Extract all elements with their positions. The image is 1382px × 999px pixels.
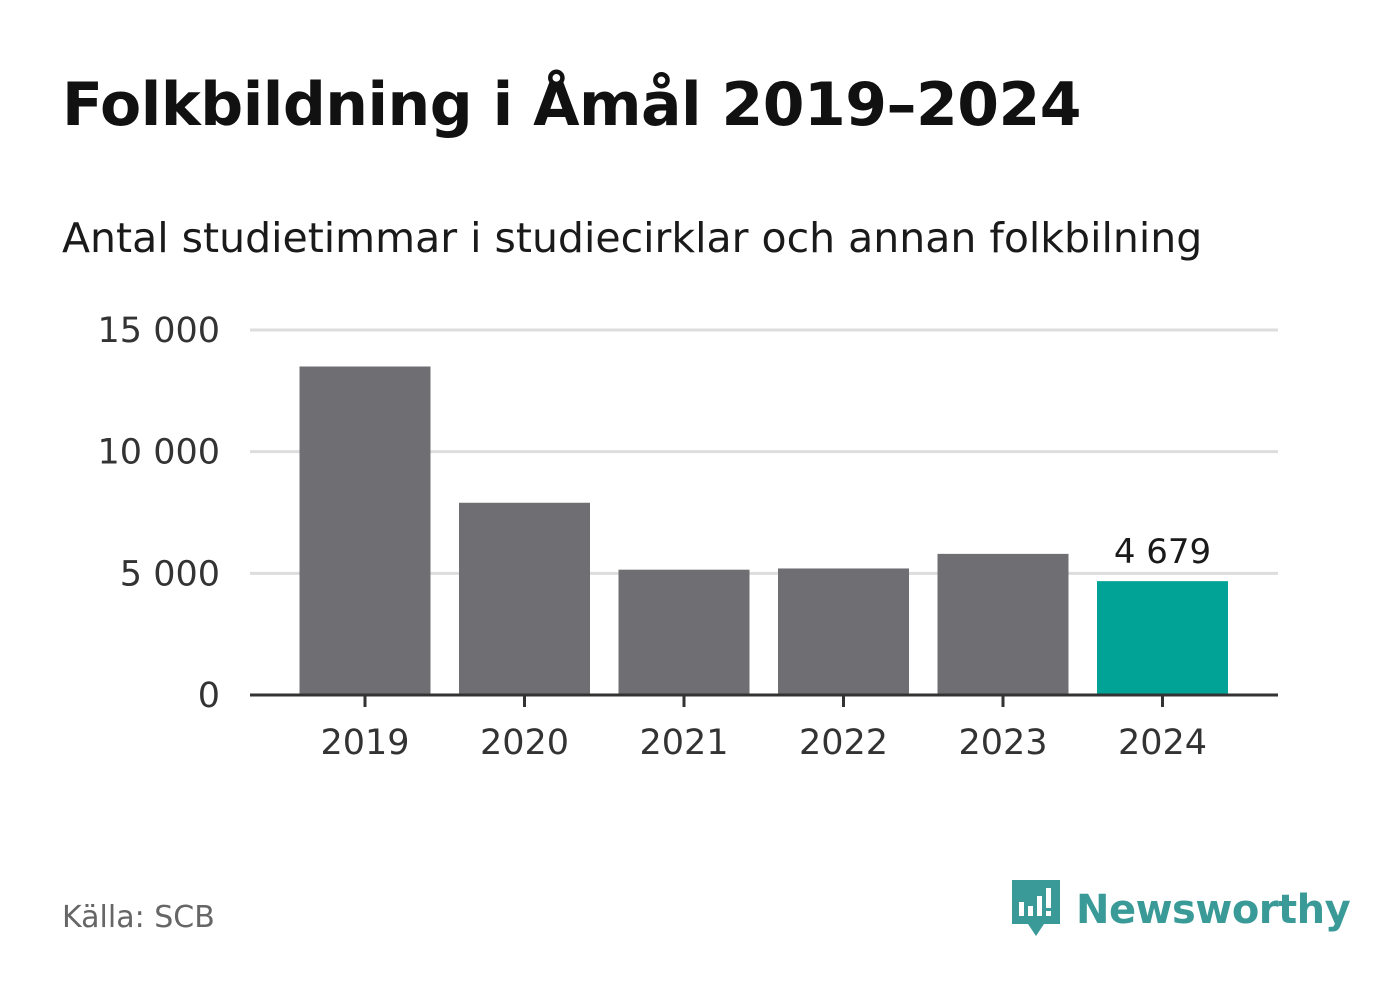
source-note: Källa: SCB xyxy=(62,900,215,935)
bar-2022 xyxy=(778,568,909,695)
y-tick-label: 0 xyxy=(198,676,220,716)
y-tick-label: 15 000 xyxy=(98,311,220,351)
chart-title: Folkbildning i Åmål 2019–2024 xyxy=(62,70,1081,140)
newsworthy-logo-icon xyxy=(1010,878,1062,942)
y-tick-label: 10 000 xyxy=(98,433,220,473)
bar-2021 xyxy=(618,569,750,695)
bar-2020 xyxy=(459,502,590,695)
bar-2024 xyxy=(1097,581,1228,695)
data-label: 4 679 xyxy=(1114,532,1211,572)
brand-name: Newsworthy xyxy=(1076,887,1351,933)
x-axis-tick-labels: 2019 2020 2021 2022 2023 2024 xyxy=(320,723,1207,763)
x-tick-label: 2021 xyxy=(639,723,728,763)
x-tick-label: 2020 xyxy=(480,723,569,763)
y-tick-label: 5 000 xyxy=(120,554,220,594)
chart-subtitle: Antal studietimmar i studiecirklar och a… xyxy=(62,214,1203,262)
bars xyxy=(299,366,1228,695)
x-tick-label: 2022 xyxy=(799,723,888,763)
x-tick-label: 2024 xyxy=(1118,723,1207,763)
x-tick-label: 2023 xyxy=(958,723,1047,763)
bar-2019 xyxy=(299,366,431,695)
brand-logo: Newsworthy xyxy=(1010,878,1351,942)
x-axis xyxy=(250,693,1278,707)
y-axis-tick-labels: 0 5 000 10 000 15 000 xyxy=(98,311,220,716)
data-labels: 4 679 xyxy=(1114,532,1211,572)
bar-2023 xyxy=(937,553,1069,695)
x-tick-label: 2019 xyxy=(320,723,409,763)
